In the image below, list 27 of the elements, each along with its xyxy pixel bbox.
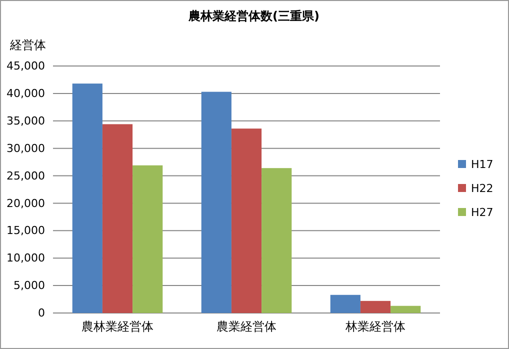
y-tick-label: 5,000 bbox=[14, 279, 45, 292]
bar bbox=[132, 165, 163, 313]
y-tick-label: 15,000 bbox=[6, 224, 45, 238]
y-tick-label: 40,000 bbox=[6, 86, 45, 100]
x-tick-label: 林業経営体 bbox=[344, 320, 406, 334]
y-tick-label: 25,000 bbox=[6, 169, 45, 182]
y-tick-label: 30,000 bbox=[6, 142, 45, 155]
legend-label: H17 bbox=[471, 158, 494, 171]
x-tick-label: 農業経営体 bbox=[216, 320, 276, 334]
bar bbox=[262, 168, 292, 313]
bar bbox=[231, 128, 262, 313]
y-tick-label: 0 bbox=[38, 306, 45, 320]
chart-title: 農林業経営体数(三重県) bbox=[188, 9, 320, 23]
y-tick-label: 10,000 bbox=[6, 252, 45, 265]
legend-label: H22 bbox=[471, 182, 494, 195]
bar bbox=[201, 92, 232, 313]
bar bbox=[360, 300, 391, 313]
bar bbox=[330, 294, 360, 313]
legend-label: H27 bbox=[471, 206, 494, 219]
x-tick-label: 農林業経営体 bbox=[82, 320, 154, 334]
y-axis-title: 経営体 bbox=[9, 38, 46, 52]
y-tick-label: 20,000 bbox=[6, 196, 45, 210]
bar bbox=[390, 306, 421, 313]
bar bbox=[102, 124, 133, 313]
y-tick-label: 45,000 bbox=[6, 60, 45, 73]
y-tick-label: 35,000 bbox=[6, 114, 45, 128]
bar bbox=[72, 84, 102, 313]
